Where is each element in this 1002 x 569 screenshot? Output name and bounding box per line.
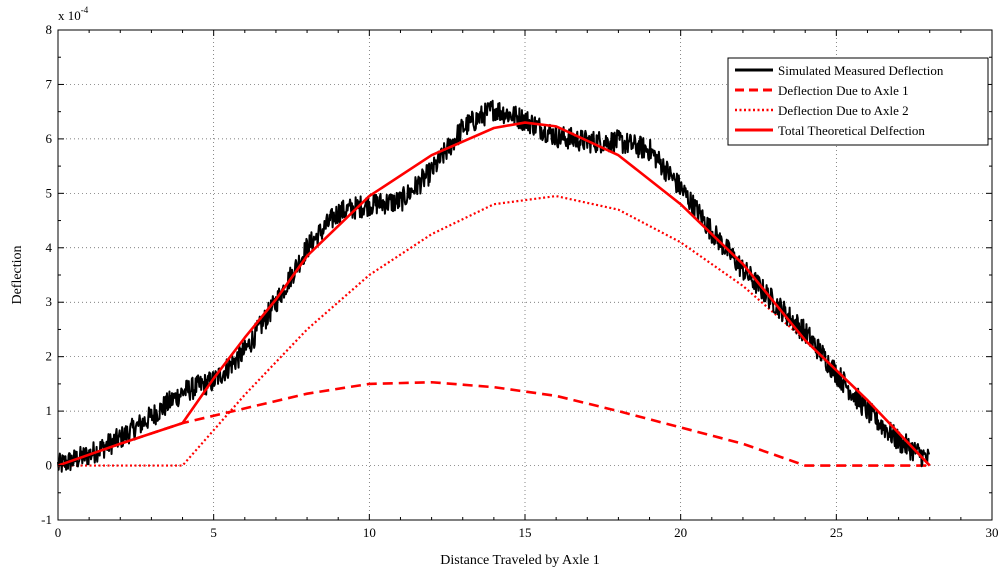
x-tick-label: 10 bbox=[363, 525, 376, 540]
y-tick-label: 1 bbox=[46, 403, 53, 418]
legend-entry-measured: Simulated Measured Deflection bbox=[778, 63, 944, 78]
y-tick-label: -1 bbox=[41, 512, 52, 527]
legend-entry-axle1: Deflection Due to Axle 1 bbox=[778, 83, 909, 98]
x-tick-labels: 0 5 10 15 20 25 30 bbox=[55, 525, 999, 540]
y-tick-label: 5 bbox=[46, 185, 53, 200]
x-tick-label: 0 bbox=[55, 525, 62, 540]
x-tick-label: 25 bbox=[830, 525, 843, 540]
y-tick-label: 3 bbox=[46, 294, 53, 309]
x-axis-label: Distance Traveled by Axle 1 bbox=[440, 553, 599, 568]
y-tick-label: 2 bbox=[46, 349, 53, 364]
legend: Simulated Measured Deflection Deflection… bbox=[727, 57, 989, 146]
series-line-total bbox=[57, 121, 931, 467]
y-tick-label: 4 bbox=[46, 240, 53, 255]
y-tick-label: 6 bbox=[46, 131, 53, 146]
legend-entry-axle2: Deflection Due to Axle 2 bbox=[778, 103, 909, 118]
x-tick-label: 15 bbox=[519, 525, 532, 540]
series-group bbox=[57, 99, 931, 473]
x-tick-label: 20 bbox=[674, 525, 687, 540]
y-exponent-label: x 10-4 bbox=[58, 5, 89, 23]
y-axis-label: Deflection bbox=[10, 245, 25, 304]
x-tick-label: 30 bbox=[986, 525, 999, 540]
y-tick-labels: -1 0 1 2 3 4 5 6 7 8 bbox=[41, 22, 52, 527]
x-tick-label: 5 bbox=[210, 525, 217, 540]
tick-marks bbox=[57, 29, 993, 521]
legend-entry-total: Total Theoretical Delfection bbox=[778, 123, 925, 138]
y-tick-label: 0 bbox=[46, 458, 53, 473]
y-tick-label: 8 bbox=[46, 22, 53, 37]
y-exponent-power: -4 bbox=[81, 5, 89, 15]
y-tick-label: 7 bbox=[46, 76, 53, 91]
series-line-measured bbox=[57, 99, 931, 473]
